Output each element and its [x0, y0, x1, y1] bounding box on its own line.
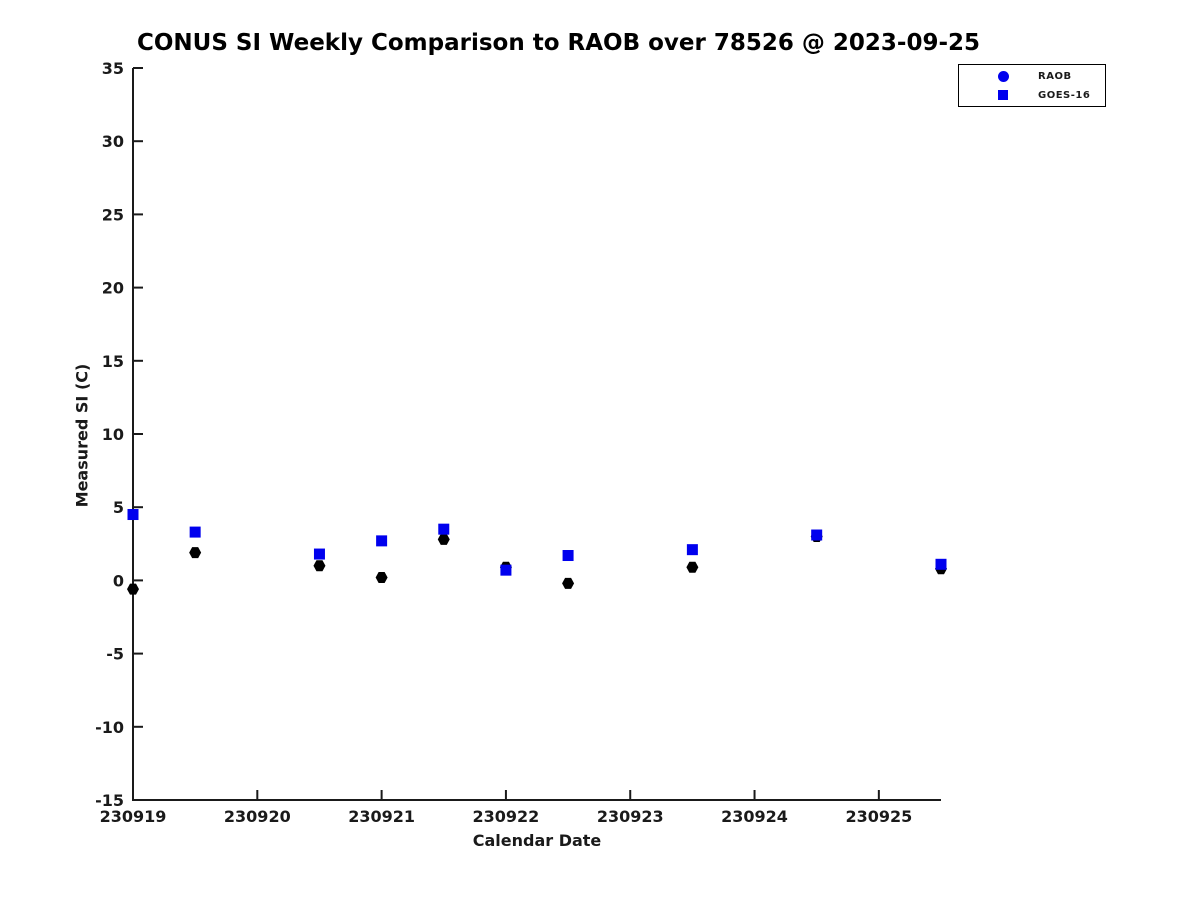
goes16-point [811, 529, 823, 541]
raob-point [189, 547, 202, 559]
legend-row-raob: RAOB [959, 68, 1105, 84]
raob-point [313, 560, 326, 572]
y-tick-label: 5 [113, 498, 124, 517]
goes16-point [313, 548, 325, 560]
raob-point [437, 533, 450, 545]
goes16-point [935, 558, 947, 570]
x-tick-label: 230923 [597, 807, 664, 826]
y-tick-label: 35 [102, 59, 124, 78]
x-tick-label: 230922 [473, 807, 540, 826]
legend-row-goes16: GOES-16 [959, 87, 1105, 103]
goes16-point [438, 523, 450, 535]
y-tick-label: 30 [102, 132, 124, 151]
legend: RAOB GOES-16 [958, 64, 1106, 107]
legend-label-raob: RAOB [1038, 70, 1072, 82]
x-tick-label: 230924 [721, 807, 788, 826]
goes16-point [127, 509, 139, 521]
y-tick-label: -5 [106, 645, 124, 664]
goes16-point [562, 550, 574, 562]
y-tick-label: 0 [113, 571, 124, 590]
y-tick-label: 25 [102, 205, 124, 224]
x-tick-label: 230921 [348, 807, 415, 826]
goes16-point [500, 564, 512, 576]
x-tick-label: 230919 [100, 807, 167, 826]
goes16-point [376, 535, 388, 547]
y-tick-label: 20 [102, 279, 124, 298]
x-tick-label: 230925 [845, 807, 912, 826]
raob-point [127, 583, 139, 595]
x-axis-label: Calendar Date [472, 831, 602, 850]
chart-title: CONUS SI Weekly Comparison to RAOB over … [137, 30, 981, 56]
goes16-point [686, 544, 698, 556]
y-tick-label: 10 [102, 425, 124, 444]
y-tick-label: -10 [95, 718, 124, 737]
raob-point [562, 577, 575, 589]
y-tick-label: -15 [95, 791, 124, 810]
legend-label-goes16: GOES-16 [1038, 89, 1091, 101]
raob-legend-marker-icon [997, 70, 1009, 82]
raob-point [686, 561, 699, 573]
y-tick-label: 15 [102, 352, 124, 371]
goes16-legend-marker-icon [997, 90, 1009, 100]
goes16-point [189, 526, 201, 538]
x-tick-label: 230920 [224, 807, 291, 826]
raob-point [375, 571, 388, 583]
